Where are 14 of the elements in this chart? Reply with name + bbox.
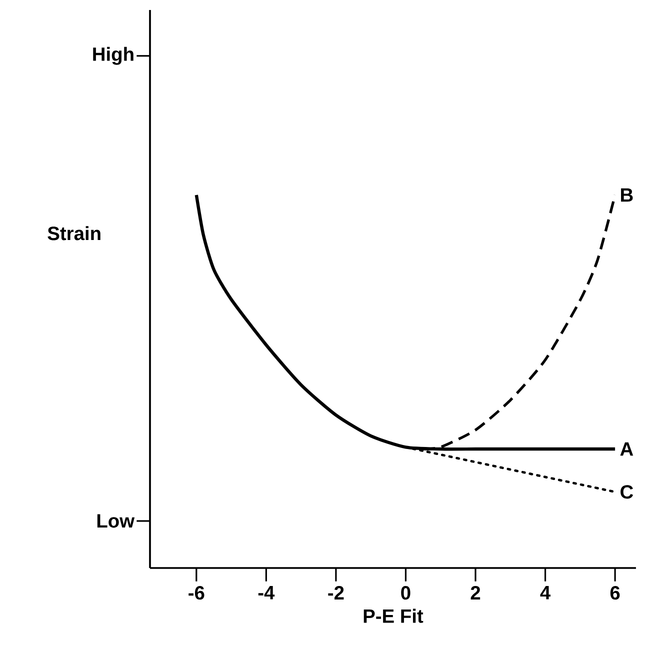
x-tick-label: 4 bbox=[540, 586, 551, 600]
text: High bbox=[93, 46, 134, 65]
x-tick-label: 2 bbox=[470, 586, 480, 600]
y-axis-title: Strain bbox=[48, 226, 100, 240]
x-tick-label: 0 bbox=[401, 586, 410, 600]
series-label: B bbox=[621, 188, 633, 202]
series-label: C bbox=[620, 485, 634, 499]
text: Low bbox=[97, 514, 135, 528]
x-tick-label: 6 bbox=[610, 586, 620, 600]
series-label: A bbox=[620, 442, 634, 456]
x-axis-title: P-E Fit bbox=[364, 608, 424, 623]
x-tick-label: -2 bbox=[328, 586, 344, 600]
x-tick-label: -6 bbox=[188, 586, 204, 600]
x-tick-label: -4 bbox=[258, 586, 275, 600]
